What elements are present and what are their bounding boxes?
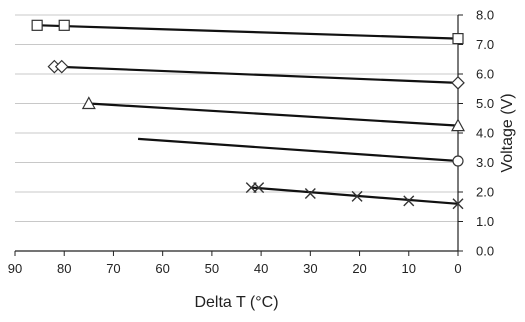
series-line-diamond xyxy=(54,65,459,84)
tick-labels: 90 80 70 60 50 40 30 20 10 0 0.0 1.0 2.0 3.0 4.0 5.0 6.0… xyxy=(8,8,494,277)
series-line-square xyxy=(39,24,459,40)
x-tick-label-50: 50 xyxy=(205,261,219,276)
data-point-diamond-1 xyxy=(54,59,69,74)
y-tick-label-2.0: 2.0 xyxy=(476,185,494,200)
series-square xyxy=(31,19,464,45)
series-cross xyxy=(245,182,464,210)
x-tick-label-90: 90 xyxy=(8,261,22,276)
series-layer xyxy=(31,19,466,210)
x-tick-label-80: 80 xyxy=(57,261,71,276)
y-tick-label-3.0: 3.0 xyxy=(476,155,494,170)
x-tick-label-30: 30 xyxy=(303,261,317,276)
y-axis-title: Voltage (V) xyxy=(499,93,516,172)
y-tick-label-7.0: 7.0 xyxy=(476,37,494,52)
x-tick-label-20: 20 xyxy=(352,261,366,276)
x-tick-label-70: 70 xyxy=(106,261,120,276)
x-tick-label-10: 10 xyxy=(402,261,416,276)
series-triangle xyxy=(81,96,466,132)
y-tick-label-5.0: 5.0 xyxy=(476,96,494,111)
data-point-cross-2 xyxy=(304,187,316,199)
series-line-triangle xyxy=(88,102,459,127)
x-axis-title: Delta T (°C) xyxy=(194,294,278,311)
data-point-diamond-2 xyxy=(451,76,465,90)
series-line-circle xyxy=(137,137,459,163)
data-point-square-0 xyxy=(31,19,43,31)
x-tick-label-0: 0 xyxy=(454,261,461,276)
y-tick-label-4.0: 4.0 xyxy=(476,126,494,141)
data-point-square-2 xyxy=(452,32,464,45)
data-point-cross-3 xyxy=(351,190,363,202)
data-point-cross-1 xyxy=(253,182,265,194)
data-point-square-1 xyxy=(58,19,70,31)
y-tick-label-6.0: 6.0 xyxy=(476,67,494,82)
data-point-cross-4 xyxy=(403,195,415,207)
y-tick-label-8.0: 8.0 xyxy=(476,8,494,23)
data-point-cross-5 xyxy=(452,198,464,210)
data-point-triangle-1 xyxy=(450,118,466,132)
gridlines xyxy=(15,14,458,252)
x-tick-label-60: 60 xyxy=(155,261,169,276)
x-tick-label-40: 40 xyxy=(254,261,268,276)
axes xyxy=(14,14,463,256)
series-diamond xyxy=(47,59,465,90)
series-circle xyxy=(137,137,464,167)
y-tick-label-0.0: 0.0 xyxy=(476,244,494,259)
series-line-cross xyxy=(251,186,459,205)
y-tick-label-1.0: 1.0 xyxy=(476,214,494,229)
data-point-circle-0 xyxy=(452,155,464,167)
data-point-triangle-0 xyxy=(81,96,96,110)
